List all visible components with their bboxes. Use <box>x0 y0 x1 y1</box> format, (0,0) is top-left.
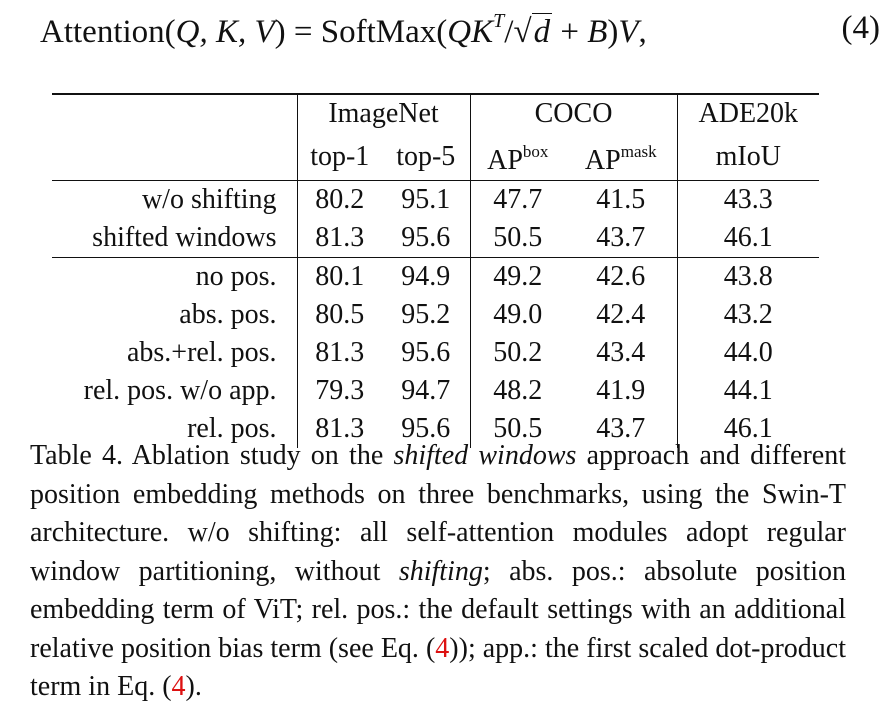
cell-top5: 94.7 <box>401 375 451 406</box>
cell-ap-box: 50.2 <box>469 334 566 372</box>
cell-top5: 95.6 <box>401 413 451 444</box>
caption-text-4: )); app.: the first scaled dot-product t… <box>30 632 846 703</box>
cell-ap-mask: 42.6 <box>565 257 678 296</box>
cell-miou: 46.1 <box>676 410 820 448</box>
eq-plus: + <box>560 14 579 50</box>
cell-ap-box: 49.2 <box>469 257 566 296</box>
cell-miou: 44.0 <box>676 334 820 372</box>
subheader-top1: top-1 <box>296 133 382 181</box>
eq-sqrt: √d <box>513 13 553 51</box>
eq-lhs-args: Q, K, V <box>175 14 275 50</box>
table-row: w/o shifting 80.2 95.1 47.7 41.5 43.3 <box>52 180 820 219</box>
table-header-row: ImageNet COCO ADE20k <box>52 93 820 133</box>
ablation-table: ImageNet COCO ADE20k top-1 top-5 APbox A… <box>52 93 820 448</box>
subheader-ap-box: APbox <box>469 133 566 181</box>
cell-miou: 43.3 <box>676 180 820 219</box>
ap-box-base: AP <box>487 145 523 176</box>
eq-bias: B <box>587 14 608 50</box>
cell-ap-mask: 43.7 <box>596 222 646 253</box>
cell-ap-mask: 43.7 <box>596 413 646 444</box>
subheader-empty <box>52 133 297 181</box>
cell-top1: 80.1 <box>296 257 382 296</box>
equation-reference-link[interactable]: 4 <box>435 632 450 664</box>
ap-mask-sup: mask <box>620 142 657 161</box>
caption-text-1: Table 4. Ablation study on the <box>30 440 394 471</box>
eq-equals: = <box>293 14 313 50</box>
table-row: no pos. 80.1 94.9 49.2 42.6 43.8 <box>52 257 820 296</box>
eq-rhs-func: SoftMax <box>320 14 437 50</box>
header-empty <box>52 93 297 133</box>
cell-top5: 94.9 <box>382 257 471 296</box>
row-label: rel. pos. <box>187 413 277 444</box>
ap-box-sup: box <box>522 142 549 161</box>
cell-ap-mask: 42.4 <box>596 299 646 330</box>
row-label: abs.+rel. pos. <box>126 337 277 368</box>
caption-text-2: approach and different position embeddin… <box>30 440 846 587</box>
cell-miou: 44.1 <box>676 372 820 410</box>
subheader-ap-mask: APmask <box>565 133 677 181</box>
cell-top1: 79.3 <box>296 372 382 410</box>
eq-slash: / <box>504 14 514 50</box>
eq-d: d <box>531 13 553 50</box>
eq-v: V <box>618 14 639 50</box>
subheader-miou: mIoU <box>676 133 820 181</box>
table-subheader-row: top-1 top-5 APbox APmask mIoU <box>52 133 820 181</box>
row-label: shifted windows <box>92 222 277 253</box>
table-row: shifted windows 81.3 95.6 50.5 43.7 46.1 <box>52 219 820 258</box>
row-label: rel. pos. w/o app. <box>83 375 277 406</box>
table-row: abs. pos. 80.5 95.2 49.0 42.4 43.2 <box>52 296 820 334</box>
cell-top1: 81.3 <box>296 334 382 372</box>
eq-k: K <box>471 14 494 50</box>
cell-ap-mask: 41.5 <box>565 180 678 219</box>
caption-text-5: ). <box>185 671 202 702</box>
table-row: rel. pos. 81.3 95.6 50.5 43.7 46.1 <box>52 410 820 448</box>
eq-trail: , <box>638 14 647 50</box>
cell-miou: 43.8 <box>676 257 820 296</box>
cell-ap-box: 48.2 <box>469 372 566 410</box>
row-label: w/o shifting <box>52 180 297 219</box>
eq-k-transpose: T <box>493 10 505 32</box>
row-label: abs. pos. <box>179 299 277 330</box>
eq-lhs-func: Attention <box>40 14 165 50</box>
equation-reference-link[interactable]: 4 <box>171 671 186 702</box>
cell-ap-box: 50.5 <box>469 219 566 258</box>
cell-top5: 95.6 <box>401 337 451 368</box>
eq-q: Q <box>447 14 472 50</box>
attention-equation: Attention(Q, K, V) = SoftMax(QKT/√d + B)… <box>40 6 880 58</box>
cell-top1: 81.3 <box>296 219 382 258</box>
table-row: rel. pos. w/o app. 79.3 94.7 48.2 41.9 4… <box>52 372 820 410</box>
cell-top1: 80.2 <box>296 180 382 219</box>
cell-top1: 80.5 <box>296 296 382 334</box>
table-caption: Table 4. Ablation study on the shifted w… <box>30 437 846 707</box>
cell-miou: 46.1 <box>676 219 820 258</box>
caption-emphasis-shifted-windows: shifted windows <box>393 440 577 471</box>
cell-top1: 81.3 <box>296 410 382 448</box>
cell-ap-box: 47.7 <box>469 180 566 219</box>
header-ade20k: ADE20k <box>676 93 820 133</box>
caption-emphasis-shifting: shifting <box>398 555 483 587</box>
ap-mask-base: AP <box>584 145 621 176</box>
subheader-top5: top-5 <box>396 140 456 172</box>
equation-number: (4) <box>841 10 880 46</box>
cell-ap-box: 50.5 <box>469 410 566 448</box>
cell-ap-mask: 43.4 <box>596 337 646 368</box>
cell-top5: 95.2 <box>401 299 451 330</box>
cell-ap-mask: 41.9 <box>596 375 646 406</box>
cell-miou: 43.2 <box>676 296 820 334</box>
table-row: abs.+rel. pos. 81.3 95.6 50.2 43.4 44.0 <box>52 334 820 372</box>
header-coco: COCO <box>469 93 678 133</box>
caption-text-3: ; abs. pos.: absolute position embedding… <box>30 555 846 664</box>
cell-top5: 95.1 <box>382 180 471 219</box>
header-imagenet: ImageNet <box>296 93 471 133</box>
row-label: no pos. <box>52 257 297 296</box>
cell-top5: 95.6 <box>401 222 451 253</box>
cell-ap-box: 49.0 <box>469 296 566 334</box>
equation-body: Attention(Q, K, V) = SoftMax(QKT/√d + B)… <box>40 10 647 51</box>
eq-radical: √ <box>513 14 532 50</box>
